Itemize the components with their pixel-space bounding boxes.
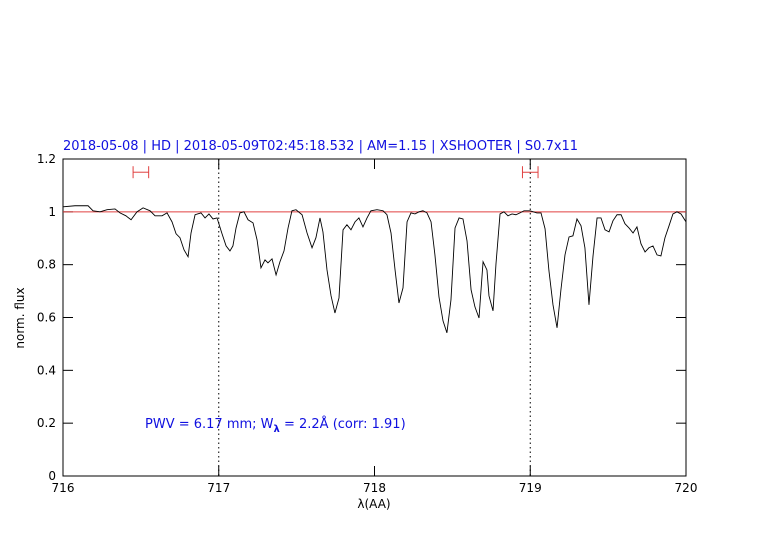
y-axis-label: norm. flux: [13, 287, 27, 348]
y-tick-label: 1: [48, 205, 56, 219]
annotation-text: PWV = 6.17 mm; W: [145, 417, 274, 432]
x-axis-label: λ(AA): [357, 497, 390, 511]
annotation-text: = 2.2Å (corr: 1.91): [280, 416, 406, 432]
y-tick-label: 0.2: [37, 416, 56, 430]
x-tick-label: 719: [519, 481, 542, 495]
x-tick-label: 720: [675, 481, 698, 495]
x-tick-label: 718: [363, 481, 386, 495]
chart-title: 2018-05-08 | HD | 2018-05-09T02:45:18.53…: [63, 139, 578, 154]
y-tick-label: 0.4: [37, 363, 56, 377]
y-tick-label: 0.8: [37, 258, 56, 272]
spectrum-line: [62, 205, 687, 333]
x-tick-label: 716: [52, 481, 75, 495]
annotation: PWV = 6.17 mm; Wλ = 2.2Å (corr: 1.91): [145, 416, 406, 435]
y-tick-label: 0: [48, 469, 56, 483]
y-tick-label: 1.2: [37, 152, 56, 166]
y-tick-label: 0.6: [37, 311, 56, 325]
x-tick-label: 717: [207, 481, 230, 495]
annotation-subscript: λ: [274, 424, 281, 435]
